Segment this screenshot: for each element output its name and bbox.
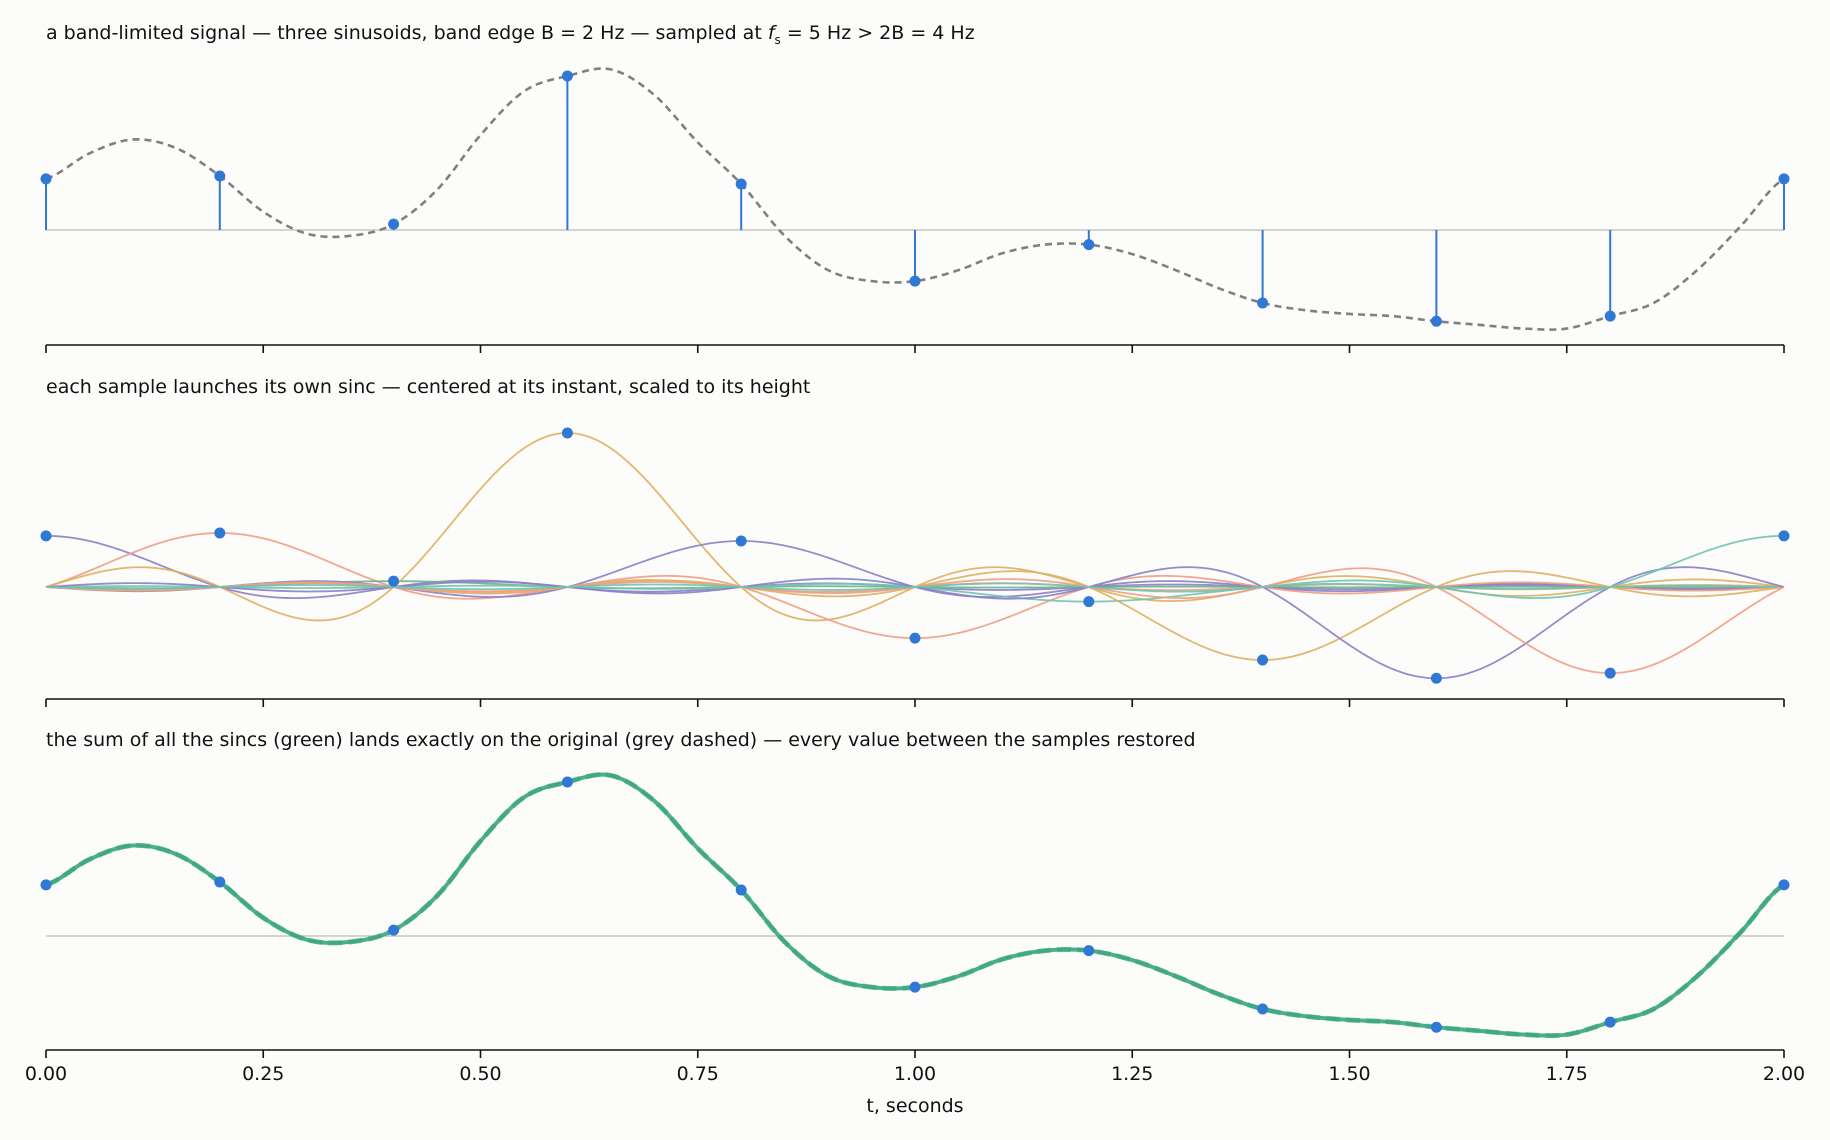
x-tick-label: 0.50	[459, 1063, 501, 1085]
x-tick-label: 2.00	[1763, 1063, 1805, 1085]
original-dashed-line	[45, 772, 1786, 1039]
x-tick-label: 1.50	[1328, 1063, 1370, 1085]
sample-point	[735, 178, 747, 190]
sample-point	[1083, 596, 1095, 608]
sample-point	[40, 879, 52, 891]
panel1-title: a band-limited signal — three sinusoids,…	[46, 22, 975, 47]
sample-point	[1083, 239, 1095, 251]
x-tick-label: 0.75	[677, 1063, 719, 1085]
panel3-title: the sum of all the sincs (green) lands e…	[46, 729, 1196, 751]
original-signal-line	[45, 67, 1785, 331]
sample-point	[1257, 297, 1269, 309]
panel1-plot	[40, 67, 1790, 353]
sample-point	[40, 173, 52, 185]
x-tick-label: 1.25	[1111, 1063, 1153, 1085]
sample-point	[1604, 310, 1616, 322]
sample-point	[909, 632, 921, 644]
sample-point	[909, 981, 921, 993]
sample-point	[1257, 1003, 1269, 1015]
panel2-plot	[40, 427, 1790, 707]
sample-point	[1430, 672, 1442, 684]
sample-point	[1778, 879, 1790, 891]
panel3-plot	[40, 772, 1790, 1058]
sample-point	[388, 575, 400, 587]
sample-point	[561, 427, 573, 439]
x-axis-label: t, seconds	[866, 1095, 963, 1117]
x-tick-labels: 0.00 0.25 0.50 0.75 1.00 1.25 1.50 1.75 2.00	[25, 1063, 1805, 1085]
sample-point	[1778, 530, 1790, 542]
sample-point	[214, 170, 226, 182]
sample-point	[1604, 1016, 1616, 1028]
sample-point	[1257, 654, 1269, 666]
sample-point	[214, 527, 226, 539]
x-tick-label: 0.00	[25, 1063, 67, 1085]
sample-point	[1604, 667, 1616, 679]
sample-point	[40, 530, 52, 542]
x-tick-label: 0.25	[242, 1063, 284, 1085]
reconstruction-line	[45, 772, 1786, 1038]
x-tick-label: 1.00	[894, 1063, 936, 1085]
sample-point	[214, 876, 226, 888]
sample-point	[1430, 1021, 1442, 1033]
sample-point	[388, 218, 400, 230]
sample-point	[735, 884, 747, 896]
sample-point	[909, 275, 921, 287]
sinc-curve	[45, 535, 1785, 600]
sample-point	[1083, 945, 1095, 957]
sample-point	[561, 776, 573, 788]
sample-point	[1430, 315, 1442, 327]
panel2-title: each sample launches its own sinc — cent…	[46, 376, 810, 398]
sample-point	[561, 70, 573, 82]
sample-point	[388, 924, 400, 936]
sample-point	[735, 535, 747, 547]
x-tick-label: 1.75	[1546, 1063, 1588, 1085]
sample-point	[1778, 173, 1790, 185]
